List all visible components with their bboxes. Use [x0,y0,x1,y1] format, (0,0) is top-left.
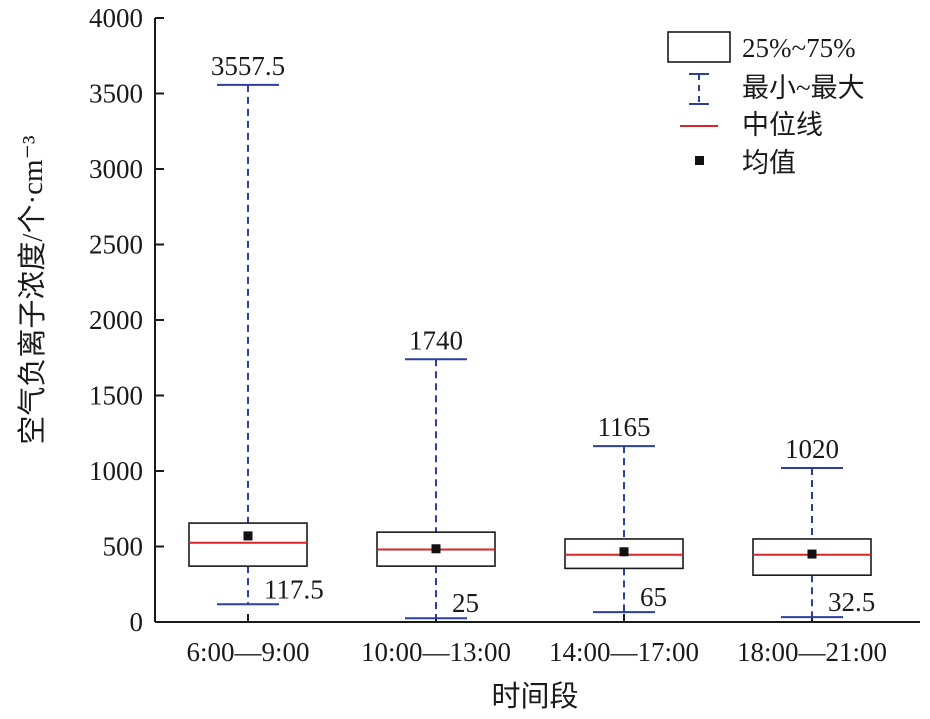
max-value-label: 1740 [409,325,463,355]
x-tick-label: 6:00—9:00 [186,637,309,667]
legend: 25%~75% 最小~最大 中位线 均值 [667,31,865,178]
mean-marker [619,547,629,557]
min-value-label: 32.5 [828,587,875,617]
legend-whisker-label: 最小~最大 [742,73,865,103]
max-value-label: 1020 [785,434,839,464]
x-tick-label: 14:00—17:00 [549,637,699,667]
y-tick-label: 3500 [89,79,143,109]
y-tick-label: 2500 [89,230,143,260]
x-tick-label: 18:00—21:00 [737,637,887,667]
mean-marker [243,531,253,541]
legend-median-label: 中位线 [742,110,823,140]
y-ticks: 0 500 1000 1500 2000 2500 3000 3500 4000 [89,3,164,637]
min-value-label: 25 [452,588,479,618]
iqr-box [188,522,308,567]
min-value-label: 117.5 [264,574,324,604]
y-axis-title: 空气负离子浓度/个·cm⁻³ [16,135,49,444]
y-tick-label: 2000 [89,305,143,335]
legend-mean-label: 均值 [742,148,796,178]
x-ticks: 6:00—9:00 10:00—13:00 14:00—17:00 18:00—21:… [186,614,887,667]
x-axis-title: 时间段 [491,680,578,713]
y-tick-label: 0 [130,607,144,637]
x-tick-label: 10:00—13:00 [361,637,511,667]
y-tick-label: 3000 [89,154,143,184]
boxes [188,83,872,620]
y-tick-label: 500 [103,532,144,562]
y-tick-label: 1000 [89,456,143,486]
iqr-box [752,538,872,576]
y-tick-label: 1500 [89,381,143,411]
y-tick-label: 4000 [89,3,143,33]
min-value-label: 65 [640,582,667,612]
axes [154,18,920,623]
mean-marker [807,549,817,559]
legend-box-swatch [667,31,731,63]
mean-marker [431,544,441,554]
max-value-label: 1165 [598,412,651,442]
iqr-box [564,538,684,570]
max-value-label: 3557.5 [211,51,285,81]
legend-box-label: 25%~75% [742,33,856,63]
legend-mean-swatch [695,156,704,165]
value-annotations: 3557.5 117.5 1740 25 1165 65 1020 32.5 [211,51,875,618]
